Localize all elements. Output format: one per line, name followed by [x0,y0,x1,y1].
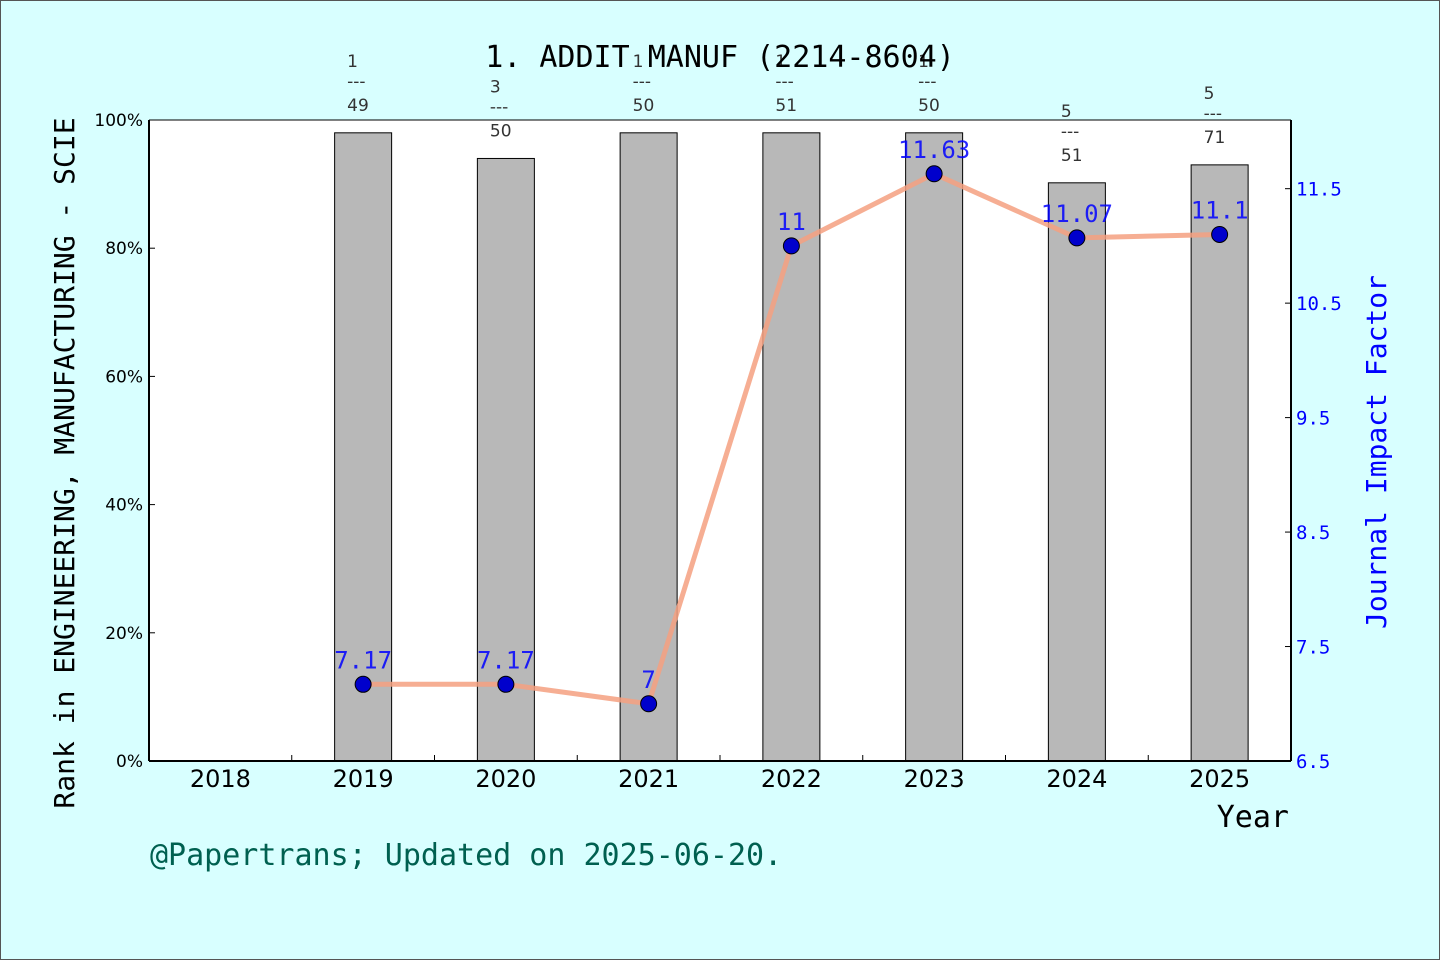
x-tick-label-2019: 2019 [333,765,394,793]
rank-label-denominator: 51 [775,96,797,116]
rank-label-denominator: 50 [633,96,655,116]
footer-credit: @Papertrans; Updated on 2025-06-20. [150,838,782,873]
bar-2019 [334,132,393,762]
bar-2021 [619,132,678,762]
x-tick-label-2022: 2022 [761,765,822,793]
left-tick-label: 20% [105,624,143,644]
left-tick-label: 0% [116,752,143,772]
x-axis-ticks: 2018 2019 2020 2021 2022 2023 2024 2025 [190,755,1250,793]
impact-factor-point-2020 [497,675,515,693]
right-tick-label: 9.5 [1296,408,1330,430]
right-tick-label: 6.5 [1296,751,1330,773]
impact-factor-point-2024 [1068,229,1086,247]
impact-factor-value-label: 11.1 [1191,196,1249,224]
impact-factor-value-label: 11 [777,208,806,236]
x-tick-label-2018: 2018 [190,765,251,793]
impact-factor-value-label: 7.17 [477,646,535,674]
x-tick-label-2023: 2023 [904,765,965,793]
impact-factor-point-2022 [782,237,800,255]
left-tick-label: 60% [105,367,143,387]
rank-label-denominator: 51 [1061,146,1083,166]
x-axis-label: Year [1217,800,1289,835]
rank-label-denominator: 50 [490,121,512,141]
rank-label-numerator: 5 [1204,84,1215,104]
x-tick-label-2024: 2024 [1046,765,1107,793]
rank-labels: 1---493---501---501---511---50 5---515---… [347,52,1225,166]
right-tick-label: 7.5 [1296,637,1330,659]
right-tick-label: 11.5 [1296,179,1342,201]
rank-label-denominator: 49 [347,96,369,116]
impact-factor-series: 7.17 7.17 7 11 11.63 11.07 11.1 [334,136,1249,713]
rank-label-denominator: 50 [918,96,940,116]
rank-label-divider: --- [633,72,651,92]
right-axis-ticks: 6.5 7.5 8.5 9.5 10.5 11.5 [1285,179,1342,773]
x-tick-label-2020: 2020 [475,765,536,793]
right-tick-label: 8.5 [1296,522,1330,544]
impact-factor-point-2025 [1211,225,1229,243]
bar-2024 [1047,182,1106,762]
rank-label-numerator: 1 [633,52,644,72]
impact-factor-point-2023 [925,165,943,183]
impact-factor-point-2021 [640,695,658,713]
rank-label-divider: --- [490,97,508,117]
bar-2020 [476,157,535,762]
left-tick-label: 100% [94,111,143,131]
impact-factor-value-label: 7 [641,666,655,694]
rank-label-divider: --- [918,72,936,92]
x-tick-label-2025: 2025 [1189,765,1250,793]
rank-label-divider: --- [1204,104,1222,124]
rank-label-denominator: 71 [1204,128,1226,148]
right-axis-label: Journal Impact Factor [1360,275,1393,629]
left-tick-label: 80% [105,239,143,259]
rank-label-numerator: 1 [775,52,786,72]
right-tick-label: 10.5 [1296,293,1342,315]
impact-factor-value-label: 11.63 [898,136,970,164]
x-tick-label-2021: 2021 [618,765,679,793]
left-axis-ticks: 0% 20% 40% 60% 80% 100% [94,111,155,772]
rank-label-divider: --- [347,72,365,92]
bar-2023 [905,132,964,762]
plot-area [149,120,1291,761]
rank-label-numerator: 1 [918,52,929,72]
chart-title: 1. ADDIT MANUF (2214-8604) [485,40,955,75]
impact-factor-value-label: 11.07 [1041,200,1113,228]
left-axis-label: Rank in ENGINEERING, MANUFACTURING - SCI… [48,117,81,808]
rank-label-divider: --- [775,72,793,92]
rank-label-numerator: 5 [1061,102,1072,122]
impact-factor-point-2019 [354,675,372,693]
impact-factor-value-label: 7.17 [334,646,392,674]
rank-label-divider: --- [1061,122,1079,142]
bar-2025 [1190,164,1249,762]
rank-label-numerator: 3 [490,77,501,97]
rank-label-numerator: 1 [347,52,358,72]
left-tick-label: 40% [105,496,143,516]
